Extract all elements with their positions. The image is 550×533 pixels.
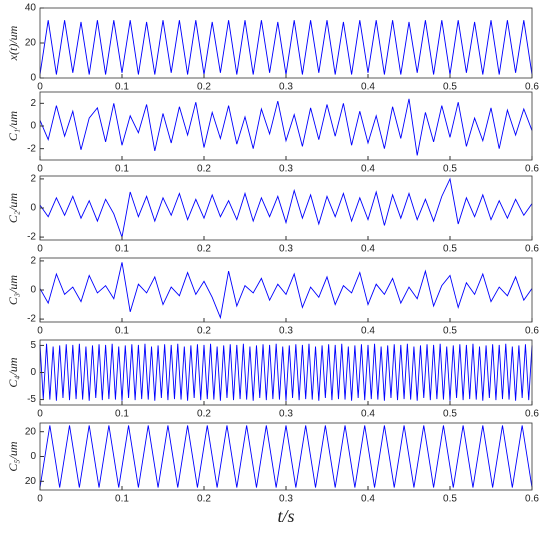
x-tick-label: 0.6 — [525, 326, 539, 337]
x-tick-label: 0.5 — [443, 326, 457, 337]
y-tick-label: 0 — [30, 203, 36, 214]
x-tick-label: 0 — [37, 82, 43, 93]
axes-box — [39, 257, 533, 323]
y-tick-label: 40 — [25, 3, 37, 14]
y-tick-label: 2 — [30, 174, 36, 185]
y-tick-label: 0 — [30, 451, 36, 462]
y-axis-label: C₄/um — [6, 357, 20, 388]
x-tick-label: 0.2 — [197, 494, 211, 505]
x-tick-label: 0.1 — [115, 82, 129, 93]
signal-line — [39, 98, 533, 156]
y-tick-label: 2 — [30, 256, 36, 267]
signal-line — [39, 425, 533, 488]
x-tick-label: 0.1 — [115, 326, 129, 337]
x-tick-label: 0 — [37, 164, 43, 175]
y-tick-label: 0 — [30, 73, 36, 84]
x-tick-label: 0.2 — [197, 409, 211, 420]
y-axis-label: C₃/um — [6, 275, 20, 306]
signal-line — [39, 20, 533, 75]
x-tick-label: 0.1 — [115, 164, 129, 175]
x-tick-label: 0.6 — [525, 164, 539, 175]
x-tick-label: 0.1 — [115, 409, 129, 420]
y-tick-label: 0 — [30, 121, 36, 132]
y-tick-label: 0 — [30, 285, 36, 296]
y-tick-label: 5 — [30, 340, 36, 351]
y-tick-label: -5 — [27, 394, 36, 405]
y-tick-label: 20 — [25, 426, 37, 437]
x-tick-label: 0.2 — [197, 82, 211, 93]
x-tick-label: 0.4 — [361, 409, 375, 420]
x-tick-label: 0.3 — [279, 494, 293, 505]
y-axis-label: x(t)/um — [6, 25, 20, 61]
x-axis-label: t/s — [277, 506, 294, 526]
y-tick-label: -2 — [27, 232, 36, 243]
axes-box — [39, 7, 533, 79]
x-tick-label: 0.2 — [197, 326, 211, 337]
x-tick-label: 0.5 — [443, 409, 457, 420]
x-tick-label: 0.1 — [115, 494, 129, 505]
x-tick-label: 0 — [37, 244, 43, 255]
y-axis-label: C₂/um — [6, 193, 20, 224]
y-tick-label: -2 — [27, 143, 36, 154]
x-tick-label: 0.3 — [279, 326, 293, 337]
signal-line — [39, 177, 533, 239]
x-tick-label: 0.1 — [115, 244, 129, 255]
x-tick-label: 0.5 — [443, 82, 457, 93]
x-tick-label: 0.5 — [443, 494, 457, 505]
y-tick-label: 20 — [25, 38, 37, 49]
signal-line — [39, 343, 533, 401]
x-tick-label: 0.5 — [443, 164, 457, 175]
x-tick-label: 0.2 — [197, 164, 211, 175]
x-tick-label: 0 — [37, 409, 43, 420]
x-tick-label: 0.3 — [279, 409, 293, 420]
axes-box — [39, 175, 533, 241]
x-tick-label: 0 — [37, 494, 43, 505]
x-tick-label: 0.6 — [525, 82, 539, 93]
x-tick-label: 0 — [37, 326, 43, 337]
x-tick-label: 0.6 — [525, 494, 539, 505]
x-tick-label: 0.3 — [279, 164, 293, 175]
y-tick-label: 2 — [30, 98, 36, 109]
y-tick-label: 20 — [25, 476, 37, 487]
x-tick-label: 0.4 — [361, 82, 375, 93]
x-tick-label: 0.3 — [279, 82, 293, 93]
x-tick-label: 0.5 — [443, 244, 457, 255]
signal-line — [39, 262, 533, 320]
x-tick-label: 0.4 — [361, 244, 375, 255]
x-tick-label: 0.4 — [361, 326, 375, 337]
x-tick-label: 0.4 — [361, 164, 375, 175]
y-tick-label: 0 — [30, 367, 36, 378]
y-axis-label: C₁/um — [6, 111, 20, 142]
x-tick-label: 0.6 — [525, 244, 539, 255]
x-tick-label: 0.4 — [361, 494, 375, 505]
x-tick-label: 0.3 — [279, 244, 293, 255]
y-axis-label: C₅/um — [6, 441, 20, 472]
x-tick-label: 0.6 — [525, 409, 539, 420]
y-tick-label: -2 — [27, 314, 36, 325]
x-tick-label: 0.2 — [197, 244, 211, 255]
